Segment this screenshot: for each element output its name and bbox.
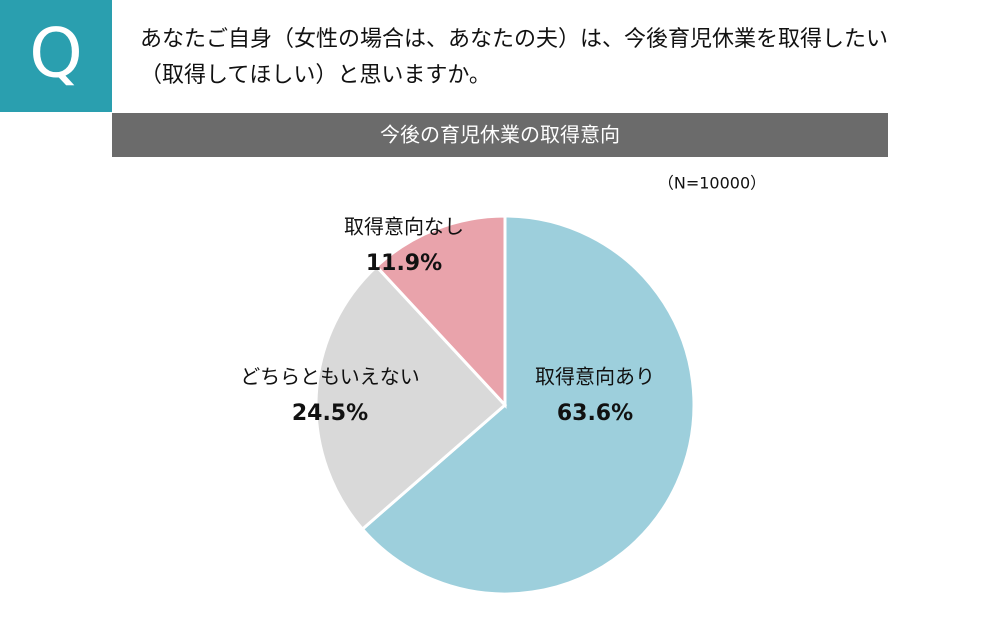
- sample-note: （N=10000）: [658, 174, 766, 193]
- title-bar: [112, 113, 888, 157]
- q-badge: [0, 0, 112, 112]
- q-letter: Q: [29, 15, 83, 94]
- value-label: 11.9%: [366, 251, 442, 276]
- value-label: 63.6%: [557, 401, 633, 426]
- value-label: 24.5%: [292, 401, 368, 426]
- pie-slice: [360, 214, 696, 596]
- slice-label: どちらともいえない: [240, 365, 420, 389]
- chart-title: 今後の育児休業の取得意向: [380, 123, 620, 147]
- slice-label: 取得意向あり: [535, 365, 655, 389]
- question-line: あなたご自身（女性の場合は、あなたの夫）は、今後育児休業を取得したい: [140, 27, 888, 52]
- question-line: （取得してほしい）と思いますか。: [140, 63, 491, 88]
- pie-slice: [314, 264, 508, 532]
- slice-label: 取得意向なし: [344, 215, 464, 239]
- pie-slice: [374, 214, 507, 409]
